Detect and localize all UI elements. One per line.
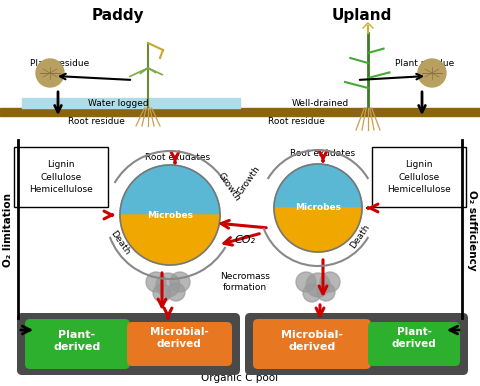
Wedge shape: [274, 208, 362, 252]
Text: Plant-
derived: Plant- derived: [53, 330, 101, 352]
Text: Organic C pool: Organic C pool: [202, 373, 278, 383]
Circle shape: [418, 59, 446, 87]
Text: Paddy: Paddy: [92, 8, 144, 23]
Text: Plant-
derived: Plant- derived: [392, 327, 436, 349]
Circle shape: [146, 272, 166, 292]
Text: Water logged: Water logged: [88, 98, 148, 107]
Text: Death: Death: [348, 222, 371, 250]
Circle shape: [36, 59, 64, 87]
Text: Lignin
Cellulose
Hemicellulose: Lignin Cellulose Hemicellulose: [29, 160, 93, 194]
FancyBboxPatch shape: [372, 147, 466, 207]
Text: O₂ limitation: O₂ limitation: [3, 193, 13, 267]
Circle shape: [317, 283, 335, 301]
Text: Lignin
Cellulose
Hemicellulose: Lignin Cellulose Hemicellulose: [387, 160, 451, 194]
Text: Well-drained: Well-drained: [291, 98, 348, 107]
Text: Microbes: Microbes: [295, 203, 341, 213]
FancyBboxPatch shape: [25, 319, 130, 369]
Circle shape: [303, 284, 321, 302]
FancyBboxPatch shape: [127, 322, 232, 366]
Circle shape: [320, 272, 340, 292]
FancyBboxPatch shape: [368, 322, 460, 366]
Text: O₂ sufficiency: O₂ sufficiency: [467, 190, 477, 270]
Text: Root exudates: Root exudates: [145, 152, 211, 161]
Text: Death: Death: [108, 229, 131, 257]
Circle shape: [167, 283, 185, 301]
FancyBboxPatch shape: [14, 147, 108, 207]
Wedge shape: [120, 165, 220, 215]
Bar: [0, 108, 480, 116]
Text: Root exudates: Root exudates: [290, 149, 356, 157]
Text: Plant residue: Plant residue: [395, 59, 454, 68]
Bar: [22, 98, 240, 108]
Circle shape: [153, 284, 171, 302]
Text: Microbes: Microbes: [147, 210, 193, 220]
Text: CO₂: CO₂: [235, 235, 255, 245]
Text: Root residue: Root residue: [268, 117, 325, 127]
Text: Microbial-
derived: Microbial- derived: [281, 330, 343, 352]
Wedge shape: [120, 215, 220, 265]
Text: Upland: Upland: [332, 8, 392, 23]
Circle shape: [170, 272, 190, 292]
Wedge shape: [274, 164, 362, 208]
FancyBboxPatch shape: [253, 319, 371, 369]
Circle shape: [296, 272, 316, 292]
Text: Plant residue: Plant residue: [30, 59, 89, 68]
Text: Root residue: Root residue: [68, 117, 125, 127]
Circle shape: [306, 273, 330, 297]
Text: Growth: Growth: [236, 164, 262, 196]
Text: Necromass
formation: Necromass formation: [220, 272, 270, 292]
FancyBboxPatch shape: [245, 313, 468, 375]
Circle shape: [156, 273, 180, 297]
FancyBboxPatch shape: [17, 313, 240, 375]
Text: Growth: Growth: [216, 171, 242, 203]
Text: Microbial-
derived: Microbial- derived: [150, 327, 208, 349]
